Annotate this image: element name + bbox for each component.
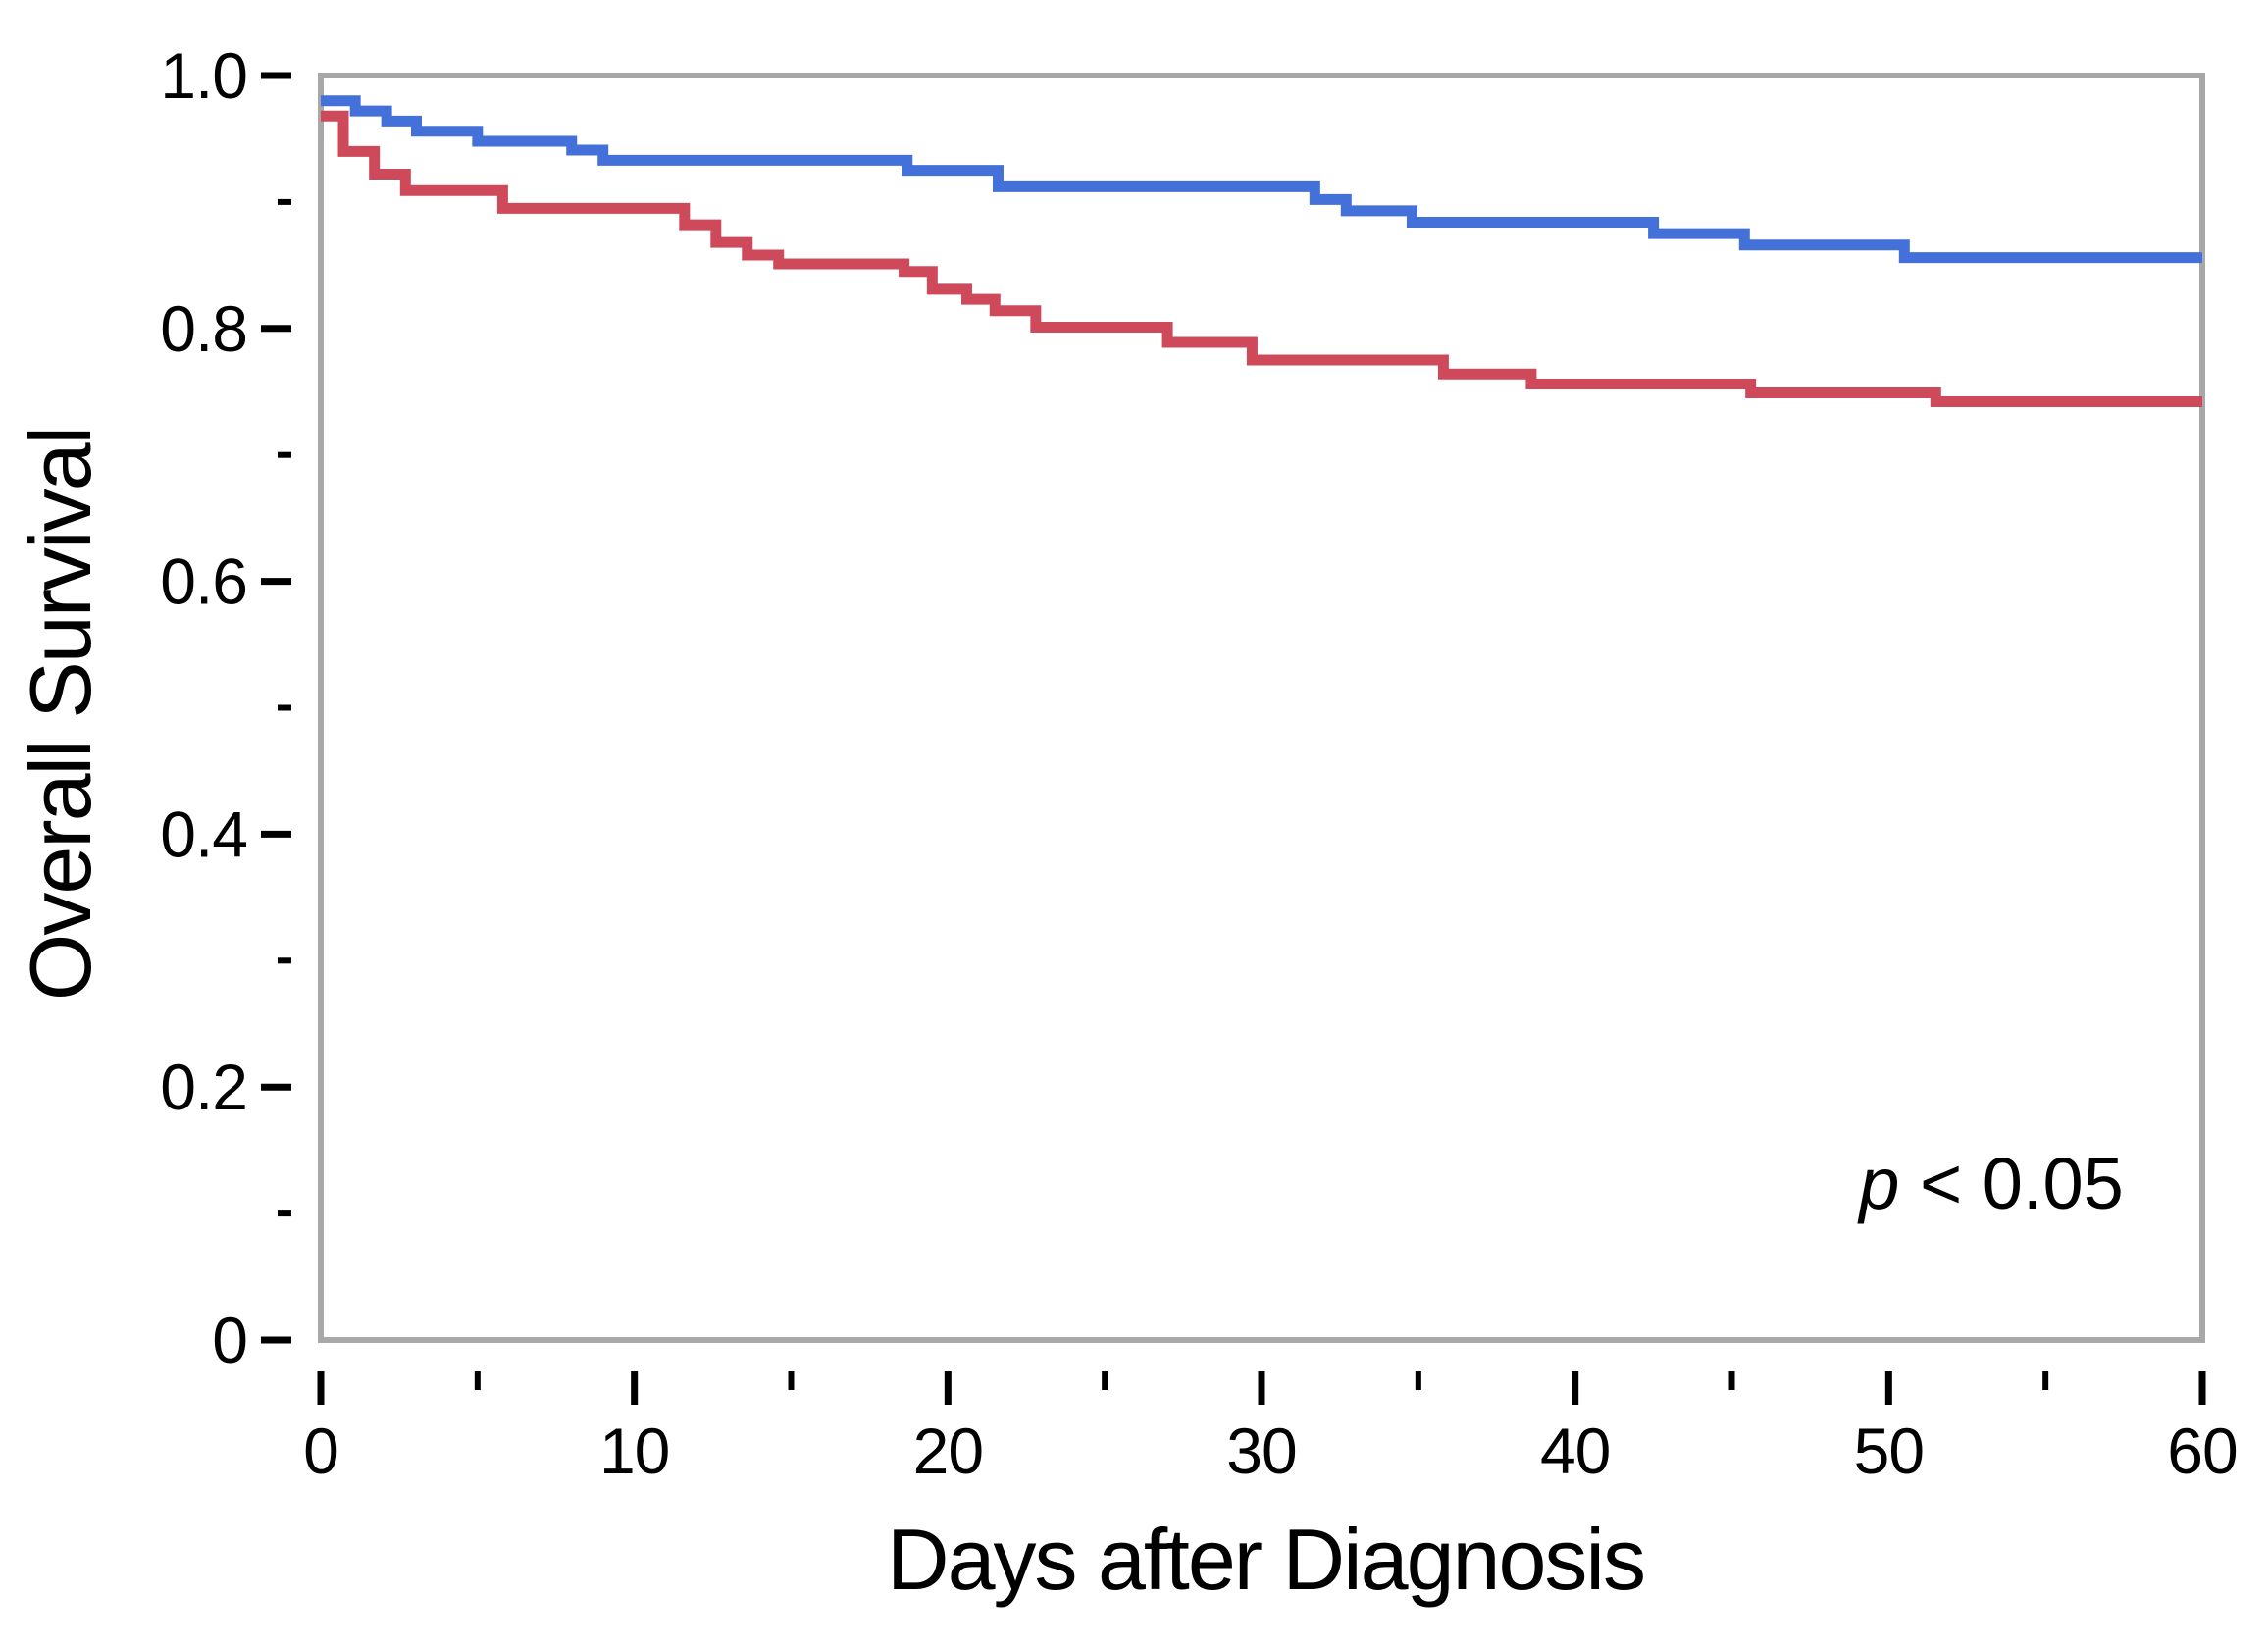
- p-value-symbol: p: [1857, 1143, 1899, 1224]
- p-value-text: < 0.05: [1899, 1143, 2123, 1224]
- y-tick-label: 0.2: [160, 1051, 247, 1123]
- survival-curve-blue: [321, 95, 2202, 264]
- x-tick-label: 30: [1226, 1415, 1296, 1487]
- x-tick-label: 40: [1540, 1415, 1610, 1487]
- x-tick-label: 60: [2167, 1415, 2237, 1487]
- y-tick-label: 1.0: [160, 39, 247, 112]
- y-tick-label: 0.8: [160, 292, 247, 365]
- survival-curves: [321, 95, 2202, 408]
- y-axis-tick-labels: 1.0 0.8 0.6 0.4 0.2 0: [160, 39, 248, 1376]
- y-axis-ticks: [261, 72, 291, 1344]
- x-tick-label: 10: [599, 1415, 669, 1487]
- x-tick-label: 50: [1854, 1415, 1924, 1487]
- x-axis-title: Days after Diagnosis: [887, 1511, 1644, 1608]
- survival-curve-red: [321, 110, 2202, 408]
- plot-frame: [318, 73, 2205, 1343]
- x-axis-tick-labels: 0 10 20 30 40 50 60: [303, 1415, 2239, 1487]
- y-tick-label: 0.6: [160, 545, 247, 618]
- x-axis-ticks: [317, 1371, 2206, 1405]
- y-tick-label: 0: [212, 1304, 247, 1376]
- y-tick-label: 0.4: [160, 798, 247, 870]
- y-axis-title: Overall Survival: [12, 428, 109, 1001]
- p-value-annotation: p < 0.05: [1857, 1143, 2124, 1224]
- x-tick-label: 0: [303, 1415, 338, 1487]
- x-tick-label: 20: [913, 1415, 983, 1487]
